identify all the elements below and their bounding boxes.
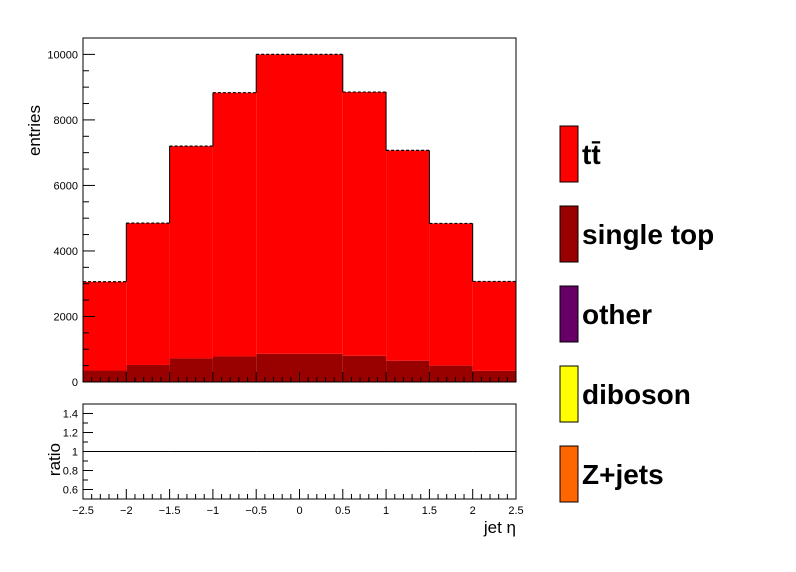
x-tick-label: 2 bbox=[470, 505, 476, 517]
legend: tt̄ single top other diboson Z+jets bbox=[559, 125, 714, 503]
main-panel: 0 2000 4000 6000 8000 10000 entries bbox=[25, 37, 517, 389]
bar-single-top-6 bbox=[342, 355, 387, 382]
bar-tt--1 bbox=[126, 223, 170, 365]
bar-tt--3 bbox=[212, 92, 257, 357]
bar-single-top-2 bbox=[169, 358, 213, 382]
legend-label-0: tt̄ bbox=[582, 139, 601, 170]
ratio-y-axis-title: ratio bbox=[45, 443, 64, 476]
legend-label-2: other bbox=[582, 299, 652, 330]
x-tick-label: −1 bbox=[207, 505, 220, 517]
stacked-bars bbox=[83, 54, 516, 382]
ratio-panel: 0.6 0.8 1 1.2 1.4 −2.5 −2 −1.5 −1 −0.5 0 0.5 1 1.5 2 2… bbox=[45, 403, 524, 537]
ratio-y-tick-label: 0.8 bbox=[63, 466, 78, 478]
bar-tt--7 bbox=[386, 150, 430, 361]
bar-single-top-8 bbox=[429, 365, 473, 382]
bar-tt--9 bbox=[472, 281, 516, 371]
x-tick-label: 1.5 bbox=[422, 505, 437, 517]
main-y-tick-label: 4000 bbox=[54, 246, 78, 258]
main-y-axis: 0 2000 4000 6000 8000 10000 bbox=[47, 37, 95, 389]
main-y-tick-label: 10000 bbox=[47, 49, 78, 61]
legend-label-3: diboson bbox=[582, 379, 691, 410]
main-x-ticks bbox=[82, 372, 517, 382]
x-tick-label: 0 bbox=[296, 505, 302, 517]
x-tick-label: −0.5 bbox=[245, 505, 267, 517]
bar-tt--4 bbox=[256, 54, 300, 354]
bar-tt--5 bbox=[299, 54, 343, 354]
ratio-y-tick-label: 1 bbox=[72, 447, 78, 459]
main-y-tick-label: 2000 bbox=[54, 311, 78, 323]
legend-swatch-3 bbox=[559, 365, 579, 423]
bar-single-top-3 bbox=[212, 356, 257, 382]
main-y-tick-label: 8000 bbox=[54, 115, 78, 127]
legend-label-1: single top bbox=[582, 219, 714, 250]
legend-swatch-4 bbox=[559, 445, 579, 503]
ratio-y-tick-label: 0.6 bbox=[63, 485, 78, 497]
legend-label-4: Z+jets bbox=[582, 459, 664, 490]
x-axis-title: jet η bbox=[483, 518, 516, 537]
bar-single-top-5 bbox=[299, 353, 343, 382]
bar-single-top-4 bbox=[256, 353, 300, 382]
x-tick-label: 2.5 bbox=[508, 505, 523, 517]
x-tick-label: 0.5 bbox=[335, 505, 350, 517]
ratio-y-axis: 0.6 0.8 1 1.2 1.4 bbox=[63, 403, 93, 500]
x-axis: −2.5 −2 −1.5 −1 −0.5 0 0.5 1 1.5 2 2.5 bbox=[72, 489, 524, 517]
x-tick-label: −2 bbox=[120, 505, 133, 517]
x-tick-label: −2.5 bbox=[72, 505, 94, 517]
bar-tt--6 bbox=[342, 92, 387, 356]
bar-single-top-9 bbox=[472, 370, 516, 382]
main-y-axis-title: entries bbox=[25, 105, 44, 156]
bar-tt--0 bbox=[83, 281, 127, 371]
legend-swatch-2 bbox=[559, 285, 579, 343]
ratio-y-tick-label: 1.2 bbox=[63, 428, 78, 440]
main-y-tick-label: 0 bbox=[72, 377, 78, 389]
legend-swatch-1 bbox=[559, 205, 579, 263]
x-tick-label: −1.5 bbox=[159, 505, 181, 517]
bar-single-top-0 bbox=[83, 370, 127, 382]
bar-tt--8 bbox=[429, 223, 473, 366]
bar-single-top-1 bbox=[126, 364, 170, 382]
x-tick-label: 1 bbox=[383, 505, 389, 517]
main-y-tick-label: 6000 bbox=[54, 180, 78, 192]
legend-swatch-0 bbox=[559, 125, 579, 183]
bar-single-top-7 bbox=[386, 360, 430, 382]
bar-tt--2 bbox=[169, 146, 213, 359]
ratio-y-tick-label: 1.4 bbox=[63, 409, 78, 421]
